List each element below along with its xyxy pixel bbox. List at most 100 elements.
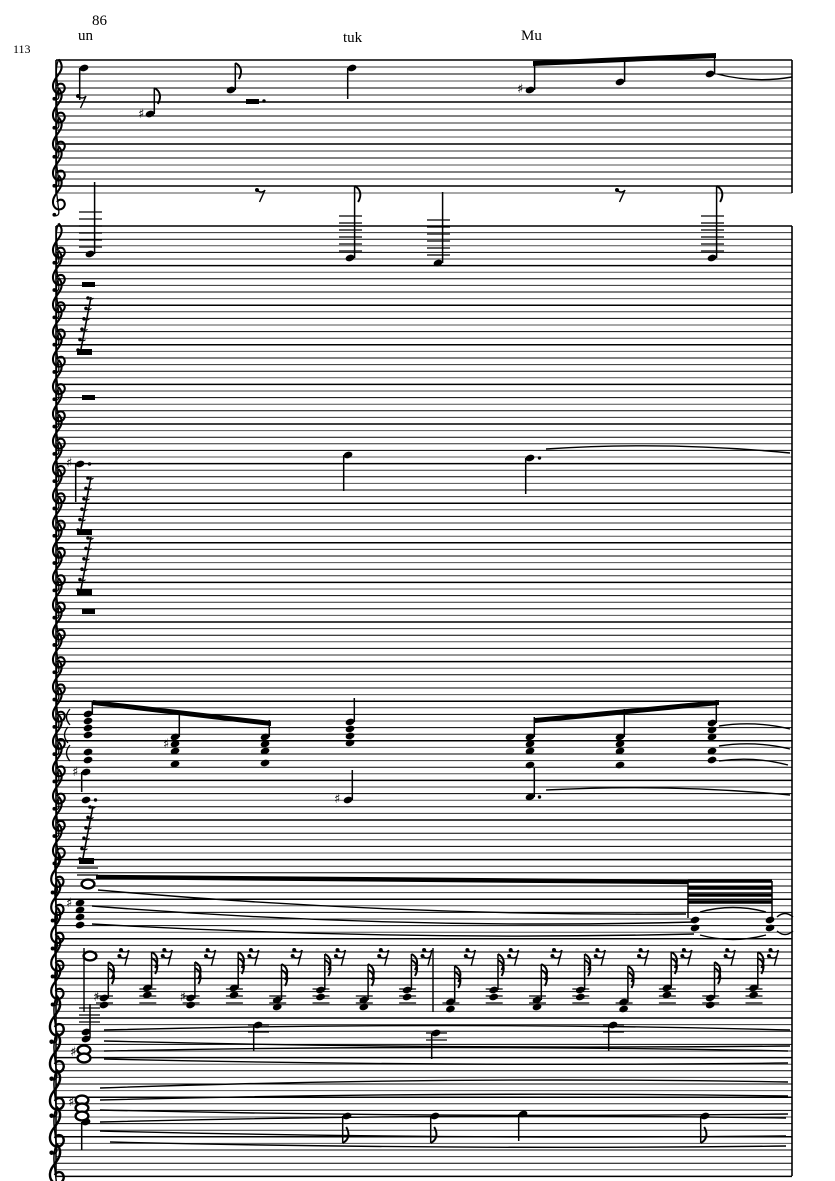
rest-hook xyxy=(596,949,606,953)
note-flag xyxy=(670,957,678,975)
notehead xyxy=(145,110,155,118)
treble-clef-stroke xyxy=(52,561,57,565)
notehead xyxy=(525,793,535,801)
beam xyxy=(535,700,719,723)
note-flag xyxy=(151,951,159,969)
rest-stem xyxy=(340,949,347,967)
rest-hook xyxy=(768,955,778,959)
notehead xyxy=(345,732,355,740)
notehead xyxy=(345,725,355,733)
rest-hook xyxy=(205,955,215,959)
notehead xyxy=(705,994,715,1002)
rest-hook xyxy=(595,955,605,959)
multirest-block xyxy=(77,349,92,355)
tie xyxy=(97,889,687,915)
rest-stem xyxy=(557,949,563,967)
notehead xyxy=(690,916,700,924)
note-flag xyxy=(716,185,724,203)
treble-clef-stroke xyxy=(48,1105,65,1148)
rest-hook xyxy=(337,949,346,953)
note-flag xyxy=(757,957,765,975)
note-flag xyxy=(107,961,116,979)
treble-clef-stroke xyxy=(48,994,65,1037)
notehead xyxy=(615,78,625,86)
notehead xyxy=(430,1112,440,1120)
treble-clef-icon xyxy=(51,222,66,265)
note-flag xyxy=(584,959,592,977)
notehead xyxy=(345,739,355,747)
notehead xyxy=(525,761,535,769)
rest-hook xyxy=(508,955,518,959)
treble-clef-stroke xyxy=(52,370,57,374)
notehead xyxy=(316,986,325,994)
notehead xyxy=(700,1112,710,1120)
notehead xyxy=(489,986,499,994)
notehead xyxy=(525,747,535,755)
treble-clef-stroke xyxy=(52,615,57,620)
augmentation-dot xyxy=(93,798,98,802)
rest-stem xyxy=(470,949,477,967)
half-rest xyxy=(82,395,95,400)
rest-hook xyxy=(551,955,561,959)
whole-note xyxy=(82,950,98,962)
note-flag xyxy=(153,87,162,105)
notehead xyxy=(615,740,625,748)
note-flag xyxy=(342,1126,350,1144)
note-flag xyxy=(540,969,549,987)
rest-hook xyxy=(250,949,260,953)
notehead xyxy=(83,717,93,725)
note-flag xyxy=(670,951,678,969)
notehead xyxy=(83,724,93,732)
tie xyxy=(776,930,794,936)
treble-clef-icon xyxy=(51,174,66,217)
treble-clef-stroke xyxy=(52,588,57,593)
note-flag xyxy=(454,971,462,989)
notehead xyxy=(75,899,85,907)
notehead xyxy=(525,86,535,94)
half-rest xyxy=(246,99,259,104)
treble-clef-stroke xyxy=(51,550,66,587)
treble-clef-stroke xyxy=(51,277,66,314)
arpeggio-arc xyxy=(65,708,71,726)
note-flag xyxy=(354,185,362,203)
treble-clef-stroke xyxy=(48,1031,65,1074)
tie xyxy=(99,1115,787,1123)
note-flag xyxy=(194,967,202,985)
multirest-hook xyxy=(89,806,96,809)
note-flag xyxy=(324,959,332,977)
notehead xyxy=(81,768,91,776)
treble-clef-stroke xyxy=(52,154,57,159)
treble-clef-stroke xyxy=(50,974,55,979)
notehead xyxy=(81,1118,91,1126)
treble-clef-stroke xyxy=(52,834,57,838)
multirest-block xyxy=(77,529,92,535)
treble-clef-stroke xyxy=(50,962,65,1001)
whole-note xyxy=(80,878,96,890)
note-flag xyxy=(237,957,245,975)
multirest-hook xyxy=(87,477,94,480)
notehead xyxy=(186,994,195,1002)
treble-clef-stroke xyxy=(49,1113,54,1118)
treble-clef-stroke xyxy=(51,386,66,423)
notehead xyxy=(75,906,85,914)
notehead xyxy=(707,747,717,755)
notehead xyxy=(229,984,239,992)
tie xyxy=(699,934,767,941)
tie xyxy=(91,905,695,925)
treble-clef-stroke xyxy=(51,250,66,286)
treble-clef-stroke xyxy=(51,58,66,95)
page-number: 86 xyxy=(92,13,107,29)
treble-clef-stroke xyxy=(48,1068,65,1111)
multirest-hook xyxy=(85,307,92,311)
notehead xyxy=(272,1003,282,1011)
notehead xyxy=(75,460,85,468)
treble-clef-stroke xyxy=(52,288,57,292)
notehead xyxy=(260,747,270,755)
notehead xyxy=(575,993,585,1001)
notehead xyxy=(83,710,93,718)
note-flag xyxy=(584,953,592,971)
rest-stem xyxy=(686,949,693,967)
treble-clef-stroke xyxy=(51,413,66,450)
rest-stem xyxy=(258,189,266,203)
notehead xyxy=(662,984,672,992)
